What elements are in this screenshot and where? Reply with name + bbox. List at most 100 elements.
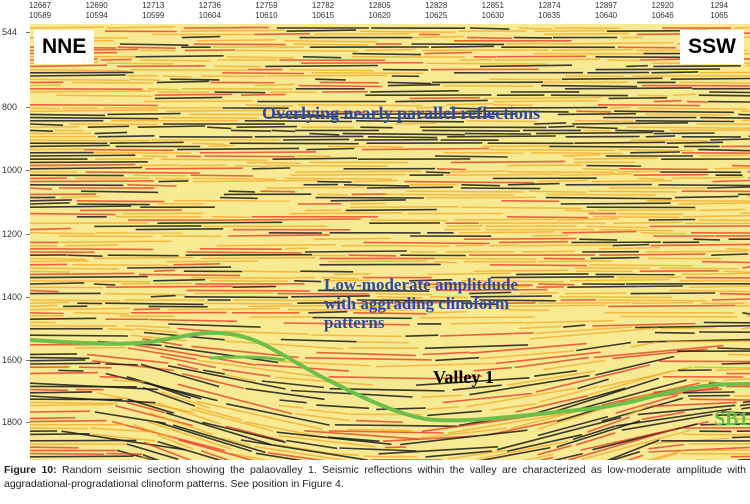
seismic-reflection (30, 324, 117, 327)
seismic-reflection (681, 272, 750, 276)
seismic-reflection (368, 145, 404, 149)
seismic-reflection (689, 285, 750, 288)
seismic-reflection (129, 78, 161, 82)
trace-number-top: 12667 (28, 1, 52, 10)
seismic-reflection (30, 427, 88, 430)
seismic-reflection (72, 264, 169, 267)
seismic-reflection (441, 375, 482, 380)
seismic-reflection (506, 433, 583, 453)
seismic-reflection (490, 402, 537, 411)
seismic-reflection (468, 110, 569, 113)
seismic-reflection (339, 447, 417, 452)
seismic-reflection (312, 254, 347, 257)
seismic-reflection (97, 135, 155, 138)
seismic-reflection (479, 299, 556, 302)
seismic-reflection (202, 421, 286, 444)
seismic-reflection (598, 299, 707, 302)
seismic-reflection (30, 90, 155, 93)
seismic-reflection (670, 289, 750, 293)
time-axis-tick (26, 170, 30, 171)
seismic-reflection (30, 455, 134, 458)
seismic-reflection (712, 298, 750, 301)
seismic-reflection (742, 266, 750, 269)
seismic-reflection (592, 216, 680, 219)
seismic-reflection (519, 292, 559, 295)
seismic-reflection (278, 404, 304, 409)
seismic-reflection (446, 224, 483, 228)
seismic-reflection (30, 419, 107, 423)
seismic-reflection (254, 32, 311, 36)
seismic-reflection (489, 244, 518, 247)
seismic-reflection (234, 164, 267, 168)
seismic-reflection (683, 391, 735, 394)
seismic-reflection (135, 55, 224, 58)
seismic-reflection (599, 253, 706, 256)
seismic-reflection (317, 193, 348, 196)
seismic-reflection (387, 81, 432, 85)
seismic-reflection (467, 36, 513, 40)
seismic-reflection (106, 285, 233, 288)
seismic-reflection (617, 46, 676, 49)
seismic-reflection (77, 203, 150, 206)
seismic-reflection (563, 324, 586, 328)
seismic-reflection (641, 411, 685, 421)
seismic-reflection (225, 340, 344, 350)
seismic-reflection (530, 387, 626, 416)
seismic-reflection (568, 428, 676, 460)
seismic-reflection (138, 273, 241, 277)
seismic-reflection (107, 254, 179, 257)
trace-number-top: 12736 (198, 1, 221, 10)
seismic-reflection (58, 369, 84, 372)
seismic-reflection (489, 148, 616, 152)
seismic-reflection (166, 109, 287, 112)
seismic-reflection (597, 104, 700, 107)
time-axis-label: 800 (2, 102, 18, 112)
seismic-reflection (286, 29, 357, 32)
seismic-reflection (576, 126, 618, 130)
seismic-reflection (289, 68, 374, 72)
seismic-reflection (108, 328, 135, 331)
seismic-reflection (560, 202, 671, 205)
seismic-reflection (693, 238, 720, 241)
trace-number-header: 12667 10589 12690 10594 12713 10599 12736 10604… (0, 0, 750, 25)
seismic-reflection (204, 302, 292, 305)
seismic-reflection (30, 139, 150, 142)
seismic-reflection (466, 387, 576, 408)
seismic-reflection (709, 91, 750, 94)
seismic-reflection (74, 346, 126, 349)
seismic-reflection (94, 225, 202, 228)
horizon-branch-line (209, 355, 286, 362)
seismic-reflection (56, 94, 152, 97)
seismic-reflection (304, 250, 407, 253)
time-axis-tick (26, 360, 30, 361)
trace-number-bottom: 10620 (368, 11, 391, 20)
seismic-reflection (537, 415, 609, 437)
seismic-reflection (194, 292, 274, 295)
trace-number-bottom: 10594 (85, 11, 108, 20)
seismic-reflection (30, 187, 52, 190)
annotation-valley: Valley 1 (433, 367, 494, 387)
seismic-reflection (223, 330, 310, 335)
seismic-reflection (30, 267, 119, 270)
seismic-reflection (236, 125, 297, 128)
seismic-reflection (493, 100, 599, 103)
seismic-reflection (699, 208, 745, 212)
caption-text: Random seismic section showing the palao… (4, 464, 746, 490)
seismic-reflection (30, 161, 148, 164)
seismic-reflection (30, 227, 71, 231)
seismic-reflection (221, 437, 251, 447)
seismic-reflection (577, 378, 609, 390)
seismic-reflection (244, 421, 325, 439)
trace-number-top: 12805 (368, 1, 391, 10)
trace-number-label: 1294 1065 (699, 1, 739, 21)
seismic-reflection (30, 257, 86, 261)
seismic-reflection (197, 39, 276, 42)
trace-number-top: 12920 (651, 1, 674, 10)
seismic-reflection (551, 48, 633, 52)
seismic-reflection (521, 250, 575, 253)
seismic-reflection (710, 138, 750, 141)
seismic-reflection (332, 273, 371, 276)
seismic-reflection (245, 387, 325, 401)
seismic-reflection (150, 294, 176, 298)
seismic-reflection (278, 434, 376, 448)
